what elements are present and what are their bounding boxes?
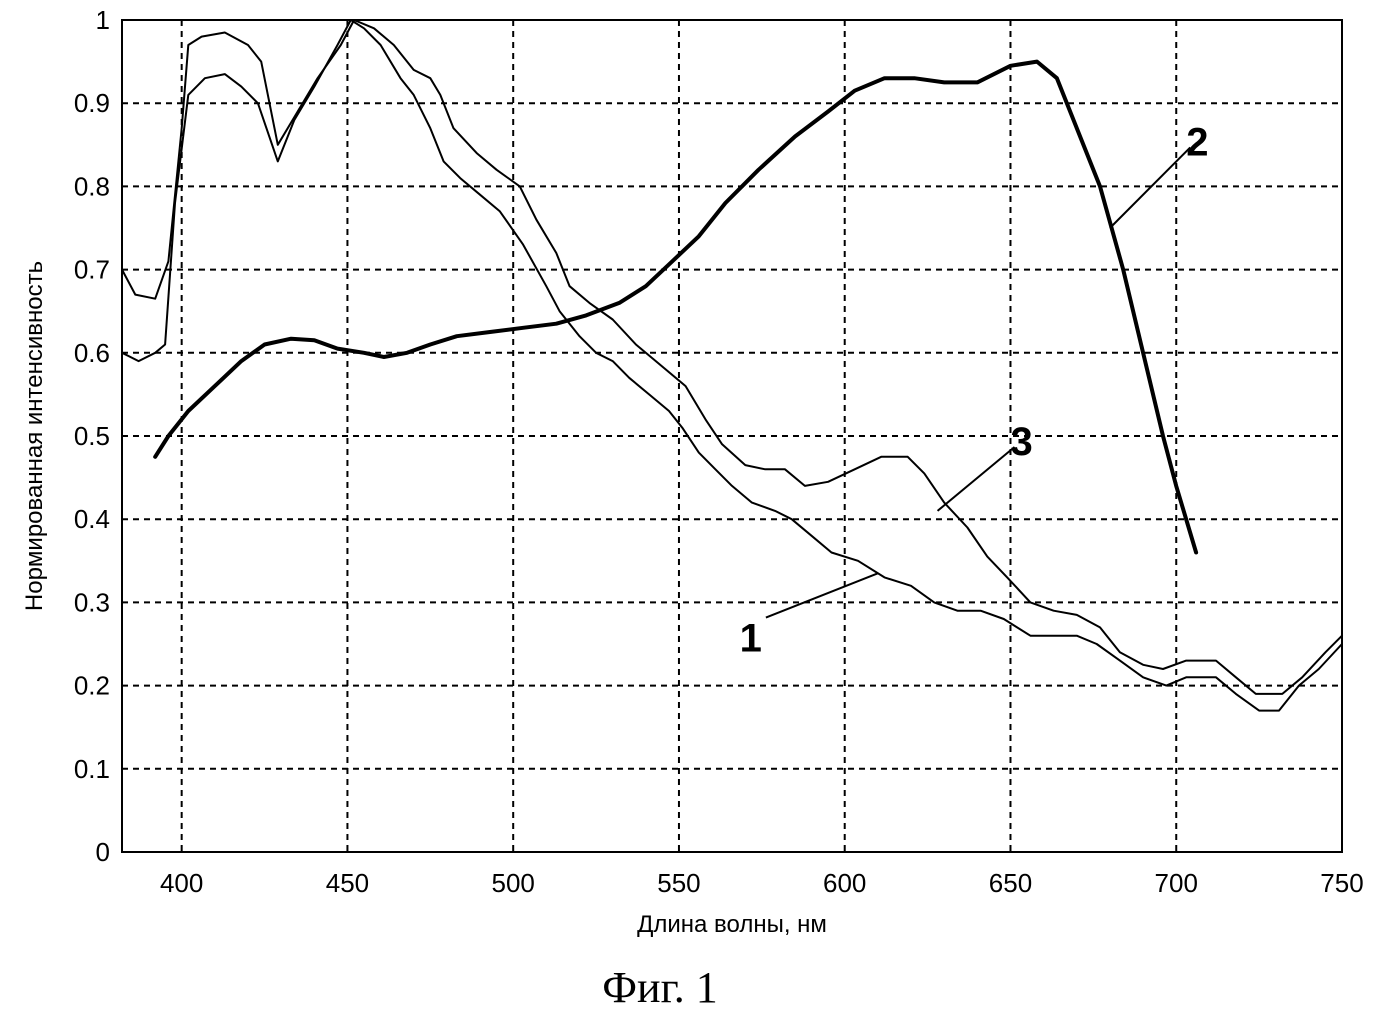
grid-lines (122, 20, 1342, 852)
annotation-label-2: 2 (1186, 120, 1208, 164)
x-tick-label: 650 (989, 868, 1032, 898)
x-tick-label: 500 (492, 868, 535, 898)
x-tick-label: 600 (823, 868, 866, 898)
y-axis-label: Нормированная интенсивность (21, 261, 48, 611)
series-lines (122, 20, 1342, 711)
y-tick-label: 1 (96, 5, 110, 35)
y-tick-label: 0.1 (74, 754, 110, 784)
y-tick-label: 0.3 (74, 587, 110, 617)
x-tick-label: 750 (1320, 868, 1363, 898)
series-line-1 (122, 20, 1342, 711)
y-tick-label: 0.6 (74, 338, 110, 368)
series-line-2 (155, 62, 1196, 553)
figure-caption: Фиг. 1 (602, 963, 717, 1012)
y-tick-label: 0.8 (74, 171, 110, 201)
y-tick-label: 0.5 (74, 421, 110, 451)
annotation-leader-1 (766, 573, 878, 617)
annotation-leader-3 (938, 447, 1015, 511)
tick-labels: 400 450 500 550 600 650 700 750 0 0.1 0.2 0.3 0.4 0.5… (74, 5, 1364, 898)
y-tick-label: 0 (96, 837, 110, 867)
x-tick-label: 550 (657, 868, 700, 898)
y-tick-label: 0.4 (74, 504, 110, 534)
x-tick-label: 700 (1155, 868, 1198, 898)
y-tick-label: 0.9 (74, 88, 110, 118)
y-tick-label: 0.7 (74, 255, 110, 285)
annotation-leader-2 (1110, 147, 1190, 228)
x-tick-label: 400 (160, 868, 203, 898)
annotation-label-3: 3 (1011, 420, 1033, 464)
curve-annotations: 1 2 3 (740, 120, 1209, 660)
annotation-label-1: 1 (740, 617, 762, 661)
y-tick-label: 0.2 (74, 671, 110, 701)
series-line-3 (122, 20, 1342, 694)
x-tick-label: 450 (326, 868, 369, 898)
x-axis-label: Длина волны, нм (637, 911, 827, 938)
